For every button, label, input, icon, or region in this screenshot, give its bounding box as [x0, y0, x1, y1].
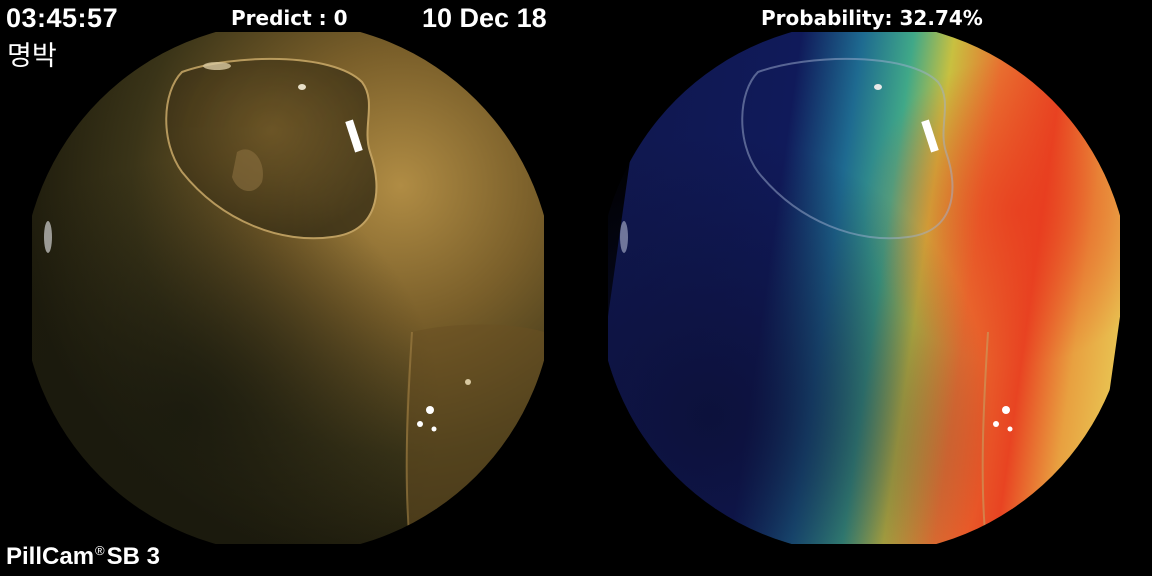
heatmap-frame	[608, 32, 1120, 544]
region-label: 명박	[7, 41, 57, 72]
device-brand: PillCam®SB 3	[6, 543, 160, 570]
probability-text: Probability: 32.74%	[761, 6, 983, 30]
brand-name: PillCam	[6, 543, 95, 570]
timestamp: 03:45:57	[6, 3, 119, 33]
brand-model: SB 3	[106, 543, 160, 570]
capture-date: 10 Dec 18	[422, 3, 547, 33]
endoscopy-image	[32, 32, 544, 544]
heatmap-image	[608, 32, 1120, 544]
registered-mark: ®	[95, 543, 105, 558]
endoscopy-frame	[32, 32, 544, 544]
prediction-text: Predict : 0	[231, 6, 348, 30]
